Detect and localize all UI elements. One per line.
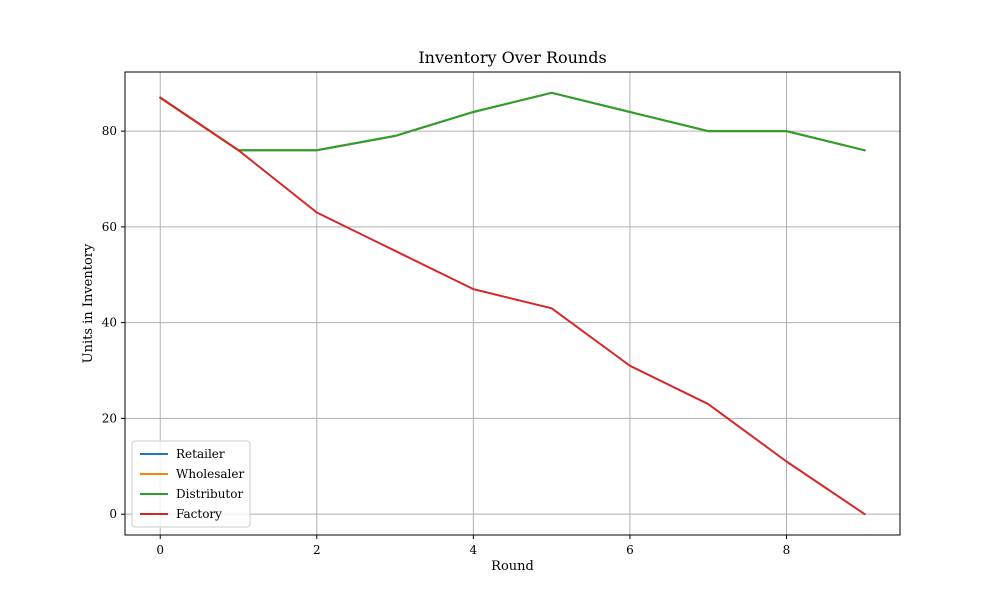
legend-label: Wholesaler [176, 467, 244, 481]
legend: Retailer Wholesaler Distributor Factory [131, 440, 251, 528]
y-tick-label: 0 [109, 507, 117, 521]
series-line-distributor [159, 91, 866, 152]
series-line-factory [159, 96, 866, 516]
y-tick-label: 80 [102, 124, 117, 138]
legend-label: Distributor [176, 487, 243, 501]
x-tick-label: 6 [626, 543, 634, 557]
y-tick-label: 40 [102, 316, 117, 330]
chart-title: Inventory Over Rounds [418, 48, 606, 67]
x-axis-label: Round [491, 559, 534, 574]
x-tick-label: 8 [783, 543, 791, 557]
legend-box [131, 440, 251, 528]
y-axis-label: Units in Inventory [81, 243, 96, 363]
y-tick-label: 60 [102, 220, 117, 234]
legend-label: Factory [176, 507, 222, 521]
x-tick-label: 4 [470, 543, 478, 557]
x-tick-label: 2 [313, 543, 321, 557]
y-tick-label: 20 [102, 411, 117, 425]
axes-frame [124, 71, 901, 536]
x-tick-label: 0 [156, 543, 164, 557]
series-lines [159, 91, 866, 516]
legend-label: Retailer [176, 447, 225, 461]
